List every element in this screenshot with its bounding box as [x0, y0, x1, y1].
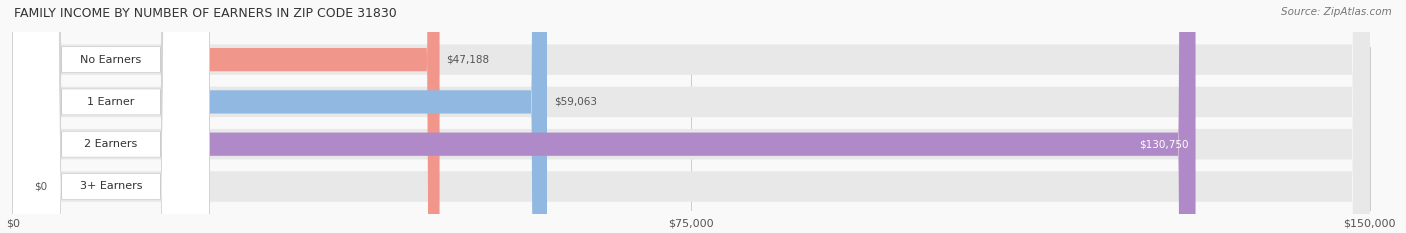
Text: $47,188: $47,188: [446, 55, 489, 65]
FancyBboxPatch shape: [13, 0, 1369, 233]
FancyBboxPatch shape: [13, 0, 1369, 233]
FancyBboxPatch shape: [13, 0, 209, 233]
Text: No Earners: No Earners: [80, 55, 142, 65]
FancyBboxPatch shape: [13, 0, 209, 233]
Text: 2 Earners: 2 Earners: [84, 139, 138, 149]
Text: $0: $0: [34, 182, 48, 192]
FancyBboxPatch shape: [13, 0, 1369, 233]
Text: 1 Earner: 1 Earner: [87, 97, 135, 107]
FancyBboxPatch shape: [13, 0, 209, 233]
Text: Source: ZipAtlas.com: Source: ZipAtlas.com: [1281, 7, 1392, 17]
FancyBboxPatch shape: [13, 0, 547, 233]
Text: FAMILY INCOME BY NUMBER OF EARNERS IN ZIP CODE 31830: FAMILY INCOME BY NUMBER OF EARNERS IN ZI…: [14, 7, 396, 20]
Text: $59,063: $59,063: [554, 97, 596, 107]
FancyBboxPatch shape: [13, 0, 209, 233]
FancyBboxPatch shape: [13, 0, 1195, 233]
FancyBboxPatch shape: [13, 0, 1369, 233]
Text: $130,750: $130,750: [1139, 139, 1188, 149]
FancyBboxPatch shape: [13, 0, 440, 233]
Text: 3+ Earners: 3+ Earners: [80, 182, 142, 192]
